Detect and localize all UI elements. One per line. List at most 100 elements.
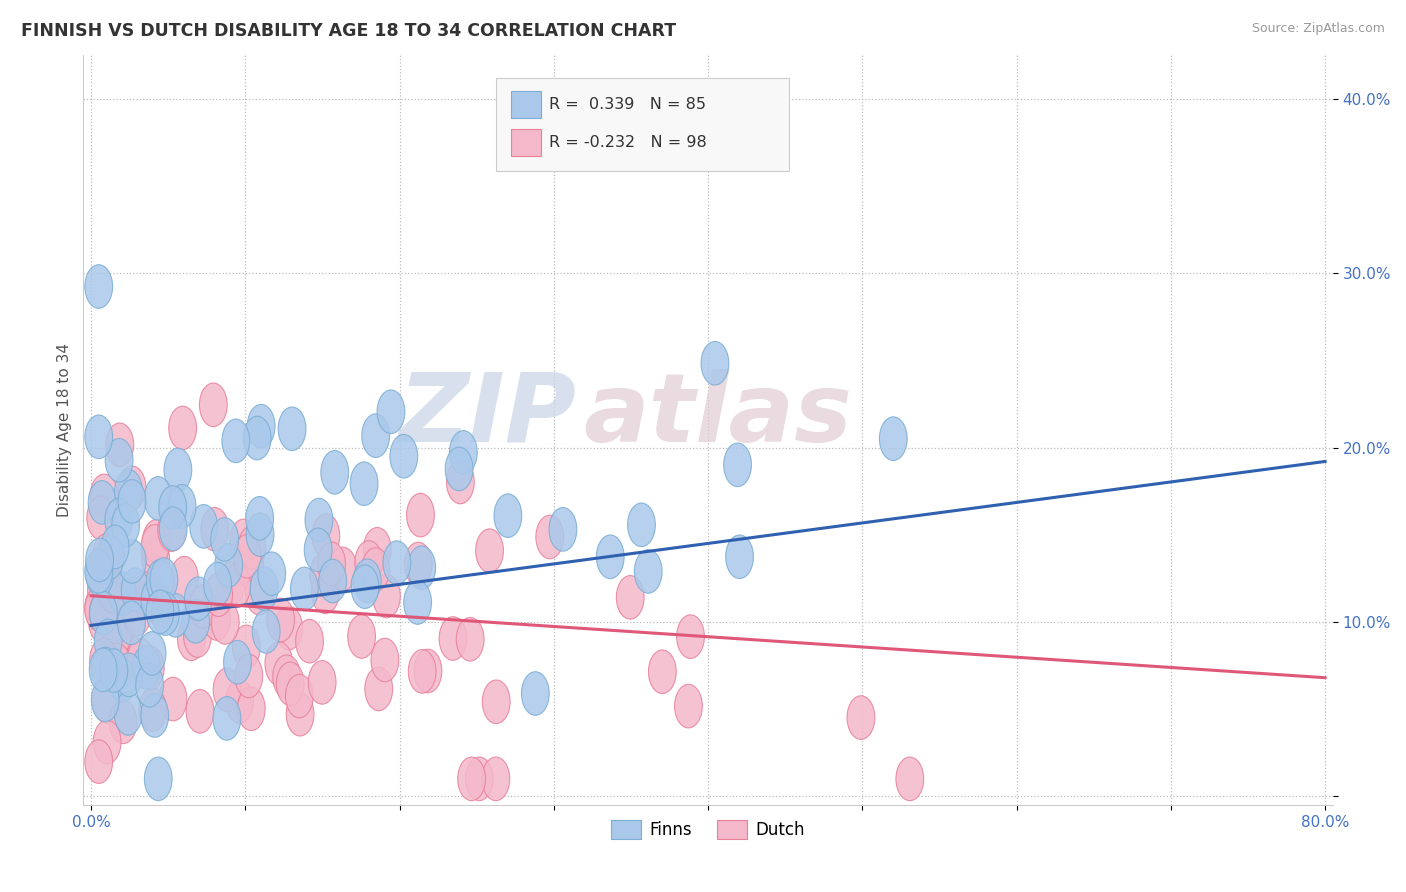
Ellipse shape bbox=[141, 578, 169, 622]
Ellipse shape bbox=[146, 559, 174, 603]
Ellipse shape bbox=[233, 534, 262, 578]
Ellipse shape bbox=[238, 687, 266, 731]
Ellipse shape bbox=[89, 599, 117, 643]
Ellipse shape bbox=[347, 615, 375, 658]
Ellipse shape bbox=[246, 572, 273, 615]
Ellipse shape bbox=[305, 499, 333, 541]
Ellipse shape bbox=[105, 439, 134, 482]
Ellipse shape bbox=[107, 604, 135, 648]
Ellipse shape bbox=[118, 577, 146, 621]
Ellipse shape bbox=[482, 757, 510, 801]
Ellipse shape bbox=[361, 548, 389, 591]
Ellipse shape bbox=[363, 527, 391, 571]
Ellipse shape bbox=[146, 583, 174, 627]
Text: FINNISH VS DUTCH DISABILITY AGE 18 TO 34 CORRELATION CHART: FINNISH VS DUTCH DISABILITY AGE 18 TO 34… bbox=[21, 22, 676, 40]
Ellipse shape bbox=[246, 497, 274, 540]
Ellipse shape bbox=[724, 443, 751, 487]
Ellipse shape bbox=[190, 505, 218, 549]
Ellipse shape bbox=[91, 678, 120, 722]
Ellipse shape bbox=[177, 617, 205, 661]
Ellipse shape bbox=[100, 625, 128, 669]
Ellipse shape bbox=[159, 486, 187, 529]
Ellipse shape bbox=[118, 466, 146, 509]
Ellipse shape bbox=[214, 668, 240, 712]
Ellipse shape bbox=[405, 542, 432, 586]
Ellipse shape bbox=[115, 653, 143, 697]
Ellipse shape bbox=[879, 417, 907, 460]
Ellipse shape bbox=[150, 558, 177, 601]
Ellipse shape bbox=[93, 720, 121, 764]
Ellipse shape bbox=[295, 619, 323, 663]
Ellipse shape bbox=[89, 648, 117, 691]
Ellipse shape bbox=[354, 541, 382, 584]
Ellipse shape bbox=[217, 562, 245, 606]
Ellipse shape bbox=[267, 599, 294, 641]
Ellipse shape bbox=[118, 540, 146, 583]
Ellipse shape bbox=[84, 739, 112, 783]
Ellipse shape bbox=[146, 590, 174, 633]
Ellipse shape bbox=[238, 525, 266, 569]
Ellipse shape bbox=[101, 525, 129, 569]
Ellipse shape bbox=[86, 538, 114, 582]
Text: atlas: atlas bbox=[583, 368, 852, 461]
Ellipse shape bbox=[264, 641, 292, 685]
Ellipse shape bbox=[127, 639, 155, 682]
Ellipse shape bbox=[247, 404, 276, 448]
Ellipse shape bbox=[274, 607, 302, 650]
Ellipse shape bbox=[312, 514, 340, 558]
Ellipse shape bbox=[627, 503, 655, 547]
Ellipse shape bbox=[132, 646, 160, 689]
Ellipse shape bbox=[329, 547, 357, 591]
Ellipse shape bbox=[136, 664, 163, 707]
Ellipse shape bbox=[494, 494, 522, 538]
Ellipse shape bbox=[152, 592, 180, 635]
Text: Source: ZipAtlas.com: Source: ZipAtlas.com bbox=[1251, 22, 1385, 36]
Ellipse shape bbox=[211, 517, 239, 561]
Ellipse shape bbox=[165, 448, 191, 491]
Ellipse shape bbox=[222, 419, 250, 463]
Ellipse shape bbox=[84, 415, 112, 458]
Ellipse shape bbox=[634, 549, 662, 593]
Ellipse shape bbox=[124, 592, 150, 636]
Legend: Finns, Dutch: Finns, Dutch bbox=[605, 813, 811, 846]
Ellipse shape bbox=[104, 612, 132, 656]
Ellipse shape bbox=[447, 460, 474, 504]
Ellipse shape bbox=[90, 638, 118, 681]
Ellipse shape bbox=[725, 535, 754, 579]
Ellipse shape bbox=[105, 423, 134, 467]
Ellipse shape bbox=[596, 535, 624, 579]
Ellipse shape bbox=[87, 496, 115, 540]
Ellipse shape bbox=[84, 265, 112, 309]
Ellipse shape bbox=[439, 616, 467, 660]
Ellipse shape bbox=[93, 549, 121, 593]
Ellipse shape bbox=[118, 601, 145, 645]
Text: ZIP: ZIP bbox=[399, 368, 576, 461]
Ellipse shape bbox=[896, 757, 924, 801]
Ellipse shape bbox=[169, 406, 197, 450]
Ellipse shape bbox=[141, 524, 169, 568]
Ellipse shape bbox=[110, 700, 136, 744]
Ellipse shape bbox=[86, 553, 114, 597]
Ellipse shape bbox=[93, 680, 121, 723]
Ellipse shape bbox=[304, 528, 332, 572]
Ellipse shape bbox=[214, 697, 240, 740]
Ellipse shape bbox=[287, 692, 314, 736]
Ellipse shape bbox=[93, 533, 121, 577]
Ellipse shape bbox=[188, 584, 217, 628]
Ellipse shape bbox=[450, 431, 477, 475]
Ellipse shape bbox=[115, 469, 142, 513]
Ellipse shape bbox=[96, 536, 124, 580]
Ellipse shape bbox=[252, 609, 280, 653]
Ellipse shape bbox=[361, 414, 389, 458]
Ellipse shape bbox=[145, 757, 172, 801]
Ellipse shape bbox=[482, 680, 510, 723]
Ellipse shape bbox=[291, 567, 318, 611]
Ellipse shape bbox=[353, 559, 381, 603]
Ellipse shape bbox=[389, 434, 418, 478]
Ellipse shape bbox=[159, 507, 187, 550]
Ellipse shape bbox=[319, 559, 346, 603]
Ellipse shape bbox=[201, 508, 229, 551]
Ellipse shape bbox=[157, 508, 186, 551]
Ellipse shape bbox=[181, 599, 209, 643]
Ellipse shape bbox=[98, 569, 125, 613]
